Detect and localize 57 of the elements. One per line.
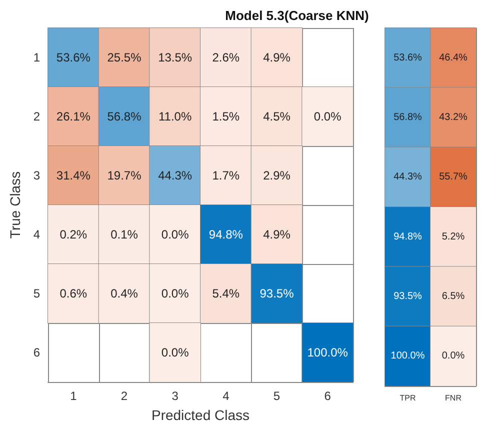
data-label: 1.7% xyxy=(212,168,240,182)
data-label: 100.0% xyxy=(390,350,425,362)
data-label: 1.5% xyxy=(212,110,240,124)
x-tick-label: 3 xyxy=(172,389,179,403)
data-label: 0.0% xyxy=(442,350,465,362)
data-label: 44.3% xyxy=(158,168,192,182)
data-label: 43.2% xyxy=(439,112,468,123)
y-tick-label: 5 xyxy=(33,286,40,300)
data-label: 31.4% xyxy=(56,168,91,182)
y-tick-label: 3 xyxy=(33,168,40,182)
data-label: 0.4% xyxy=(110,286,138,300)
data-label: 0.6% xyxy=(60,286,88,300)
data-label: 93.5% xyxy=(260,286,294,300)
data-label: 0.0% xyxy=(314,110,342,124)
data-label: 0.0% xyxy=(161,346,190,360)
y-tick-label: 2 xyxy=(33,110,40,124)
x-tick-label: 1 xyxy=(70,389,78,403)
data-label: 13.5% xyxy=(158,50,192,64)
data-label: 6.5% xyxy=(442,291,465,302)
x-tick-label: 4 xyxy=(222,389,230,403)
data-label: 53.6% xyxy=(56,50,91,64)
y-tick-label: 6 xyxy=(33,346,40,360)
data-label: 94.8% xyxy=(208,228,244,242)
x-tick-label: 5 xyxy=(273,389,280,403)
data-label: 26.1% xyxy=(56,110,91,124)
data-label: 0.0% xyxy=(161,228,190,242)
x-tick-label: TPR xyxy=(400,394,416,402)
data-label: 94.8% xyxy=(394,231,422,242)
data-label: 2.9% xyxy=(263,168,291,182)
data-label: 25.5% xyxy=(107,50,142,64)
data-label: 53.6% xyxy=(394,52,422,64)
data-label: 5.2% xyxy=(442,231,465,242)
data-label: 0.2% xyxy=(60,228,88,242)
data-label: 5.4% xyxy=(212,286,240,300)
data-label: 19.7% xyxy=(107,168,142,182)
y-axis-title: True Class xyxy=(7,171,23,239)
x-tick-label: 6 xyxy=(324,389,332,403)
data-label: 0.1% xyxy=(110,228,138,242)
data-label: 93.5% xyxy=(394,291,422,302)
chart-title: Model 5.3(Coarse KNN) xyxy=(225,8,369,23)
x-tick-label: FNR xyxy=(445,394,462,402)
data-label: 100.0% xyxy=(307,346,348,360)
y-tick-label: 4 xyxy=(33,228,40,242)
data-label: 46.4% xyxy=(439,52,468,64)
data-label: 4.5% xyxy=(263,110,291,124)
data-label: 55.7% xyxy=(439,172,468,183)
y-tick-label: 1 xyxy=(33,50,40,64)
data-label: 4.9% xyxy=(263,228,291,242)
data-label: 56.8% xyxy=(107,110,142,124)
data-label: 2.6% xyxy=(212,50,240,64)
data-label: 44.3% xyxy=(394,172,422,183)
data-label: 4.9% xyxy=(263,50,291,64)
data-label: 0.0% xyxy=(161,286,190,300)
data-label: 56.8% xyxy=(394,112,422,123)
data-label: 11.0% xyxy=(158,110,192,124)
x-axis-title: Predicted Class xyxy=(151,407,250,423)
x-tick-label: 2 xyxy=(120,389,128,403)
